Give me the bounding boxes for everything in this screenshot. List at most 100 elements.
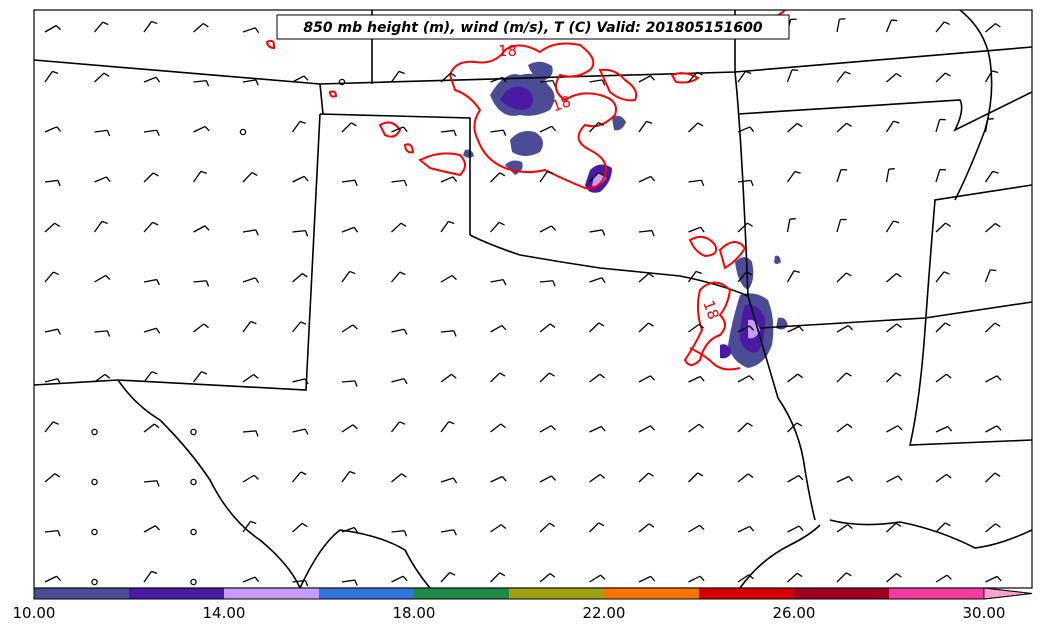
wind-barb [490, 423, 506, 433]
wind-barb [589, 79, 606, 86]
arkansas-oklahoma-border [734, 71, 779, 399]
wind-barb [737, 271, 753, 283]
wind-barb [94, 373, 111, 383]
wind-barb [341, 122, 357, 133]
wind-barb [886, 372, 902, 383]
wind-barb [143, 172, 159, 183]
wind-barb [193, 280, 210, 287]
wind-barb [539, 323, 556, 333]
wind-barb [291, 471, 307, 483]
wind-barb [589, 574, 606, 583]
wind-barb [737, 325, 755, 333]
wind-barb [94, 330, 111, 337]
wind-barb [786, 69, 799, 83]
wind-barb [985, 375, 1002, 383]
wind-barb [737, 126, 755, 133]
wind-barb [440, 330, 457, 337]
wind-barb [193, 323, 209, 333]
title-text: 850 mb height (m), wind (m/s), T (C) Val… [303, 20, 762, 36]
red-river [469, 234, 749, 297]
wind-barb [836, 423, 853, 433]
wind-barb [886, 475, 903, 483]
wind-barb [391, 179, 408, 187]
wind-barb [44, 575, 62, 583]
wind-barb [44, 530, 61, 537]
wind-barb [886, 273, 902, 283]
wind-barb [440, 129, 457, 137]
new-mexico-border [34, 113, 321, 391]
wind-barb [886, 323, 902, 333]
colorbar-outline [33, 587, 1033, 600]
wind-barb [935, 574, 952, 583]
wind-barb [192, 371, 208, 383]
wind-barb [688, 472, 704, 483]
wind-barb [242, 79, 259, 86]
wind-barb [192, 170, 207, 183]
wind-barb [985, 523, 1001, 533]
wind-barb [688, 71, 703, 83]
wind-barb [341, 526, 359, 533]
wind-barb [242, 373, 259, 383]
wind-barb [94, 129, 111, 137]
wind-barb [341, 579, 358, 586]
wind-barb [292, 75, 309, 83]
wind-barb [44, 271, 60, 283]
wind-barb [886, 573, 902, 583]
map-area: 18 18 18 850 mb height (m), wind (m/s), … [33, 9, 1033, 589]
wind-barb [91, 578, 98, 586]
wind-barb [539, 79, 556, 87]
wind-barb [390, 70, 405, 83]
shaded-field [463, 61, 788, 368]
wind-barb [93, 220, 108, 233]
kansas-nebraska-border [34, 46, 1032, 85]
wind-barb [787, 325, 804, 333]
colorbar: 10.00 14.00 18.00 22.00 26.00 30.00 [13, 587, 1033, 622]
wind-barb [390, 421, 406, 433]
wind-barb [589, 473, 606, 483]
wind-barb [242, 474, 259, 483]
wind-barb [935, 271, 950, 283]
wind-barb [786, 270, 800, 283]
wind-barb [292, 579, 309, 587]
wind-barb [885, 120, 900, 133]
contour-label: 18 [549, 92, 573, 115]
wind-barb [985, 222, 1001, 233]
wind-barb [440, 477, 458, 484]
temperature-contours [265, 10, 786, 371]
wind-barb [836, 572, 852, 583]
wind-barb [935, 72, 951, 83]
wind-barb [341, 380, 358, 387]
colorbar-segment [794, 588, 889, 599]
wind-barb [836, 122, 852, 133]
wind-barb [391, 378, 408, 385]
wind-barb [490, 278, 507, 286]
wind-barb [935, 222, 951, 233]
wind-barb [341, 470, 356, 483]
wind-barb [589, 172, 605, 183]
wind-barb [688, 575, 705, 583]
wind-barb [94, 72, 110, 83]
wind-barb [787, 572, 803, 583]
wind-barb [638, 175, 656, 183]
wind-barb [143, 76, 161, 83]
wind-barb [242, 229, 259, 236]
wind-barb [242, 27, 260, 34]
wind-barb [44, 421, 59, 433]
wind-barb [242, 171, 258, 183]
wind-barb [193, 79, 210, 87]
wind-barb [143, 525, 161, 533]
wind-barb [292, 175, 309, 183]
wind-barb [440, 571, 456, 583]
wind-barb [490, 221, 505, 233]
contour-label: 18 [699, 298, 722, 322]
wind-barb [490, 129, 507, 136]
wind-barb [539, 225, 557, 233]
wind-barb [787, 422, 803, 433]
wind-barb [190, 528, 197, 536]
wind-barb [886, 522, 902, 533]
wind-barb [490, 524, 507, 533]
wind-barb [836, 272, 852, 283]
wind-barb [885, 168, 895, 183]
wind-barb [935, 522, 951, 533]
